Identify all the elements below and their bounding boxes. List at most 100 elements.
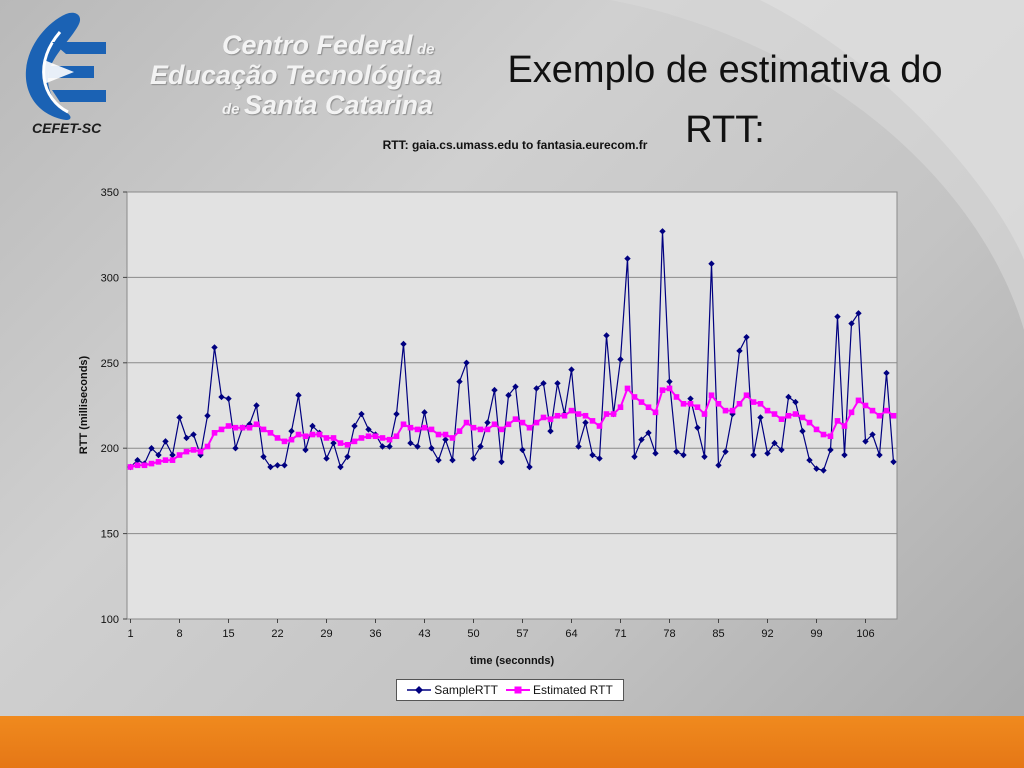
point-sample-11 [197,451,204,459]
point-sample-5 [155,451,162,459]
x-tick-label-29: 29 [320,628,332,640]
point-sample-20 [260,453,267,460]
point-estimated-95 [785,412,792,419]
point-estimated-72 [624,385,631,392]
point-estimated-97 [799,414,806,421]
point-estimated-85 [715,400,722,407]
plot-area [126,191,898,620]
x-tick-label-99: 99 [810,628,822,640]
point-estimated-61 [547,416,554,422]
point-sample-78 [666,378,673,385]
point-sample-32 [344,453,351,460]
institution-line1-suffix: de [417,41,435,58]
slide-title: Exemplo de estimativa do RTT: [507,49,943,151]
point-sample-67 [589,451,596,459]
point-sample-52 [484,419,491,426]
point-sample-59 [533,385,540,392]
legend-item-sample: SampleRTT [407,683,498,697]
point-estimated-6 [162,457,169,463]
point-estimated-46 [442,431,449,438]
point-sample-108 [876,451,883,459]
point-estimated-77 [659,387,666,393]
chart-title: RTT: gaia.cs.umass.edu to fantasia.eurec… [382,138,648,152]
point-estimated-44 [428,426,435,433]
point-sample-9 [183,434,190,442]
legend-sample-swatch [407,686,432,694]
point-sample-41 [407,439,414,447]
point-estimated-88 [736,400,743,407]
x-axis-label: time (seconnds) [470,655,555,667]
legend-estimated-swatch [505,686,530,694]
point-sample-7 [169,451,176,459]
point-estimated-19 [253,421,260,428]
legend-sample-label: SampleRTT [434,683,498,697]
x-tick-label-1: 1 [127,628,133,640]
x-tick-label-64: 64 [565,628,577,640]
point-sample-6 [162,438,169,445]
point-sample-31 [337,463,344,471]
y-tick-label-200: 200 [101,443,119,455]
point-sample-19 [253,402,260,409]
point-estimated-70 [610,411,617,417]
point-estimated-14 [218,426,225,433]
y-tick-label-350: 350 [101,187,119,199]
point-sample-13 [211,344,218,351]
point-estimated-83 [701,411,708,417]
x-tick-label-22: 22 [271,628,283,640]
point-sample-75 [645,429,652,437]
point-sample-105 [855,310,862,317]
point-estimated-53 [491,421,498,428]
point-estimated-32 [344,441,351,448]
point-sample-64 [568,366,575,373]
point-estimated-48 [456,428,463,434]
point-sample-103 [841,451,848,459]
point-sample-61 [547,427,554,435]
point-estimated-33 [351,438,358,445]
point-estimated-45 [435,431,442,438]
point-estimated-108 [876,412,883,419]
point-sample-53 [491,386,498,394]
legend-estimated-label: Estimated RTT [532,683,613,697]
point-estimated-99 [813,426,820,433]
point-sample-39 [393,410,400,418]
point-estimated-47 [449,435,456,441]
point-estimated-55 [505,421,512,428]
point-sample-50 [470,455,477,462]
point-estimated-25 [295,431,302,438]
point-sample-85 [715,462,722,469]
point-estimated-13 [211,430,218,436]
institution-line1: Centro Federal [222,30,413,60]
point-estimated-28 [316,431,323,438]
point-sample-76 [652,450,659,457]
point-sample-94 [778,446,785,454]
point-sample-42 [414,443,421,450]
logo-label: CEFET-SC [32,120,102,136]
point-estimated-50 [470,424,477,431]
point-sample-38 [386,443,393,450]
point-estimated-49 [463,419,470,426]
point-sample-104 [848,320,855,327]
point-sample-49 [463,359,470,366]
point-sample-89 [743,333,750,341]
point-estimated-38 [386,436,393,443]
y-axis-label: RTT (milliseconds) [78,355,90,454]
point-estimated-34 [358,435,365,441]
point-estimated-104 [848,409,855,416]
point-sample-24 [288,427,295,435]
point-sample-66 [582,419,589,426]
point-estimated-68 [596,423,603,429]
point-sample-26 [302,446,309,454]
point-sample-102 [834,313,841,320]
point-estimated-63 [561,412,568,419]
point-sample-106 [862,438,869,445]
point-estimated-101 [827,433,834,440]
point-estimated-8 [176,452,183,458]
series-layer [127,228,897,474]
point-sample-30 [330,439,337,447]
point-estimated-110 [890,412,897,419]
point-estimated-58 [526,424,533,431]
point-sample-65 [575,443,582,450]
point-sample-101 [827,446,834,454]
institution-line3: Santa Catarina [243,90,434,120]
